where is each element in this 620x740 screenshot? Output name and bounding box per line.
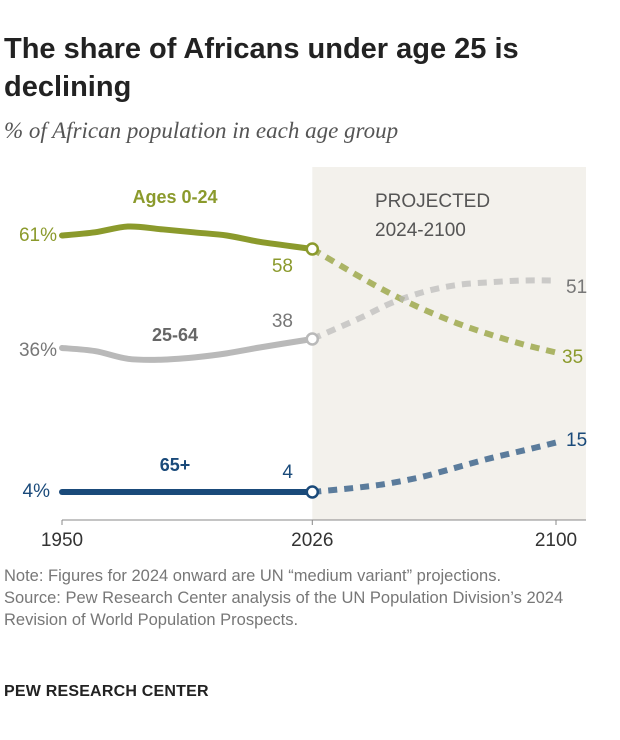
projection-start-marker bbox=[305, 485, 320, 499]
series-name-label: 25-64 bbox=[152, 325, 198, 345]
projected-range-label: 2024-2100 bbox=[375, 220, 466, 241]
note-text: Note: Figures for 2024 onward are UN “me… bbox=[4, 567, 502, 585]
start-value-label: 61% bbox=[19, 225, 57, 246]
projected-label: PROJECTED bbox=[375, 191, 490, 212]
end-value-label: 35 bbox=[562, 347, 583, 368]
projection-start-marker bbox=[305, 242, 320, 256]
series-name-label: 65+ bbox=[160, 455, 191, 475]
mid-value-label: 58 bbox=[272, 256, 293, 277]
projected-shading bbox=[312, 167, 586, 520]
brand-label: PEW RESEARCH CENTER bbox=[4, 683, 209, 700]
end-value-label: 15 bbox=[566, 430, 587, 451]
end-value-label: 51 bbox=[566, 277, 587, 298]
notes-block: Note: Figures for 2024 onward are UN “me… bbox=[4, 565, 614, 631]
historical-line bbox=[59, 223, 316, 252]
mid-value-label: 4 bbox=[282, 462, 293, 483]
projected-line bbox=[311, 277, 557, 342]
start-value-label: 36% bbox=[19, 340, 57, 361]
line-chart: PROJECTED 2024-2100 1950 2026 2100 Ages 0-24 6… bbox=[19, 167, 587, 551]
projection-start-marker bbox=[305, 332, 320, 346]
mid-value-label: 38 bbox=[272, 311, 293, 332]
source-text: Source: Pew Research Center analysis of … bbox=[4, 589, 564, 629]
historical-line bbox=[59, 336, 316, 363]
x-tick-label: 1950 bbox=[41, 530, 83, 551]
series-name-label: Ages 0-24 bbox=[132, 187, 217, 207]
chart-subtitle: % of African population in each age grou… bbox=[4, 118, 399, 143]
x-tick-label: 2026 bbox=[291, 530, 333, 551]
chart-title: The share of Africans under age 25 is de… bbox=[4, 33, 519, 103]
projected-line bbox=[310, 246, 557, 356]
projected-line bbox=[312, 439, 557, 495]
start-value-label: 4% bbox=[23, 481, 51, 502]
x-tick-label: 2100 bbox=[535, 530, 577, 551]
